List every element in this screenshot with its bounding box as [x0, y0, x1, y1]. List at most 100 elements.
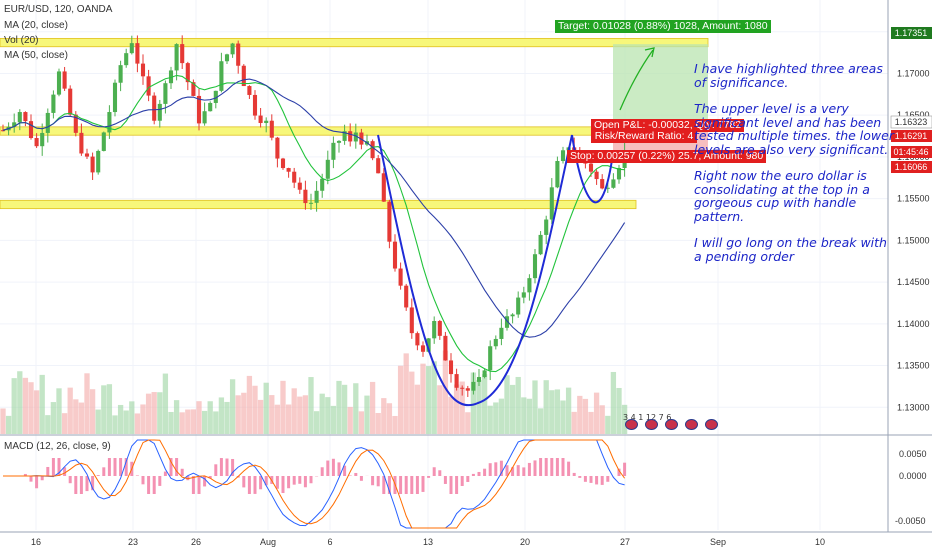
volume-bar — [549, 390, 554, 434]
macd-histogram-bar — [601, 476, 604, 485]
price-tag-label: 01:45:46 — [893, 147, 928, 157]
time-tick-label: Sep — [710, 537, 726, 547]
candle-body — [415, 333, 419, 345]
price-tick-label: 1.15500 — [897, 194, 930, 204]
volume-bar — [588, 412, 593, 434]
candle-body — [119, 65, 123, 83]
time-tick-label: 10 — [815, 537, 825, 547]
volume-bar — [208, 401, 213, 434]
macd-histogram-bar — [181, 469, 184, 476]
zone-rect — [0, 127, 628, 135]
price-tick-label: 1.13000 — [897, 402, 930, 412]
macd-histogram-bar — [354, 473, 357, 476]
volume-bar — [90, 389, 95, 434]
volume-bar — [140, 404, 145, 434]
price-tick-label: 1.14000 — [897, 319, 930, 329]
volume-bar — [6, 416, 11, 434]
macd-histogram-bar — [114, 458, 117, 476]
volume-bar — [168, 412, 173, 434]
candle-body — [309, 203, 313, 204]
candle-body — [404, 286, 408, 308]
us-flag-icon[interactable] — [645, 419, 658, 430]
candle-body — [511, 314, 515, 316]
macd-histogram-bar — [147, 476, 150, 494]
macd-histogram-bar — [198, 476, 201, 494]
macd-histogram-bar — [623, 463, 626, 476]
volume-bar — [185, 410, 190, 434]
volume-bar — [336, 381, 341, 434]
volume-bar — [555, 389, 560, 434]
candle-body — [63, 71, 67, 88]
macd-legend[interactable]: MACD (12, 26, close, 9) — [4, 441, 111, 452]
macd-histogram-bar — [584, 476, 587, 482]
volume-bar — [488, 406, 493, 434]
us-flag-icon[interactable] — [705, 419, 718, 430]
note-paragraph-3: Right now the euro dollar is consolidati… — [694, 169, 894, 223]
macd-histogram-bar — [203, 476, 206, 486]
ma50-legend[interactable]: MA (50, close) — [4, 50, 68, 61]
macd-tick-label: -0.0050 — [895, 516, 926, 526]
macd-histogram-bar — [97, 475, 100, 476]
candle-body — [275, 138, 279, 159]
candle-body — [147, 76, 151, 95]
macd-histogram-bar — [517, 465, 520, 476]
volume-bar — [376, 413, 381, 434]
macd-tick-label: 0.0000 — [899, 471, 927, 481]
candle-body — [527, 278, 531, 292]
macd-histogram-bar — [304, 476, 307, 487]
target-label[interactable]: Target: 0.01028 (0.88%) 1028, Amount: 10… — [555, 20, 771, 33]
candle-body — [438, 321, 442, 336]
volume-bar — [252, 386, 257, 434]
candle-body — [197, 96, 201, 123]
macd-histogram-bar — [254, 476, 257, 494]
macd-histogram-bar — [259, 476, 262, 489]
macd-histogram-bar — [158, 476, 161, 486]
volume-bar — [353, 383, 358, 434]
volume-bar — [426, 366, 431, 434]
us-flag-icon[interactable] — [685, 419, 698, 430]
candle-body — [315, 191, 319, 203]
candle-body — [555, 161, 559, 187]
time-tick-label: 27 — [620, 537, 630, 547]
candle-body — [46, 113, 50, 133]
candle-body — [29, 121, 33, 138]
candle-body — [175, 44, 179, 70]
volume-bar — [616, 388, 621, 434]
volume-bar — [191, 409, 196, 434]
macd-histogram-bar — [282, 476, 285, 493]
candle-body — [348, 131, 352, 141]
macd-histogram-bar — [438, 470, 441, 476]
volume-bar — [320, 394, 325, 434]
volume-bar — [448, 397, 453, 434]
volume-bar — [152, 392, 157, 434]
volume-bar — [521, 397, 526, 434]
us-flag-icon[interactable] — [625, 419, 638, 430]
volume-bar — [258, 400, 263, 434]
volume-legend[interactable]: Vol (20) — [4, 35, 38, 46]
candle-body — [253, 95, 257, 116]
candle-body — [337, 141, 341, 143]
economic-events-row[interactable]: 3 4 1 12 7 6 — [623, 413, 723, 429]
candle-body — [544, 220, 548, 235]
candle-body — [79, 133, 83, 154]
candle-body — [443, 336, 447, 361]
candle-body — [281, 159, 285, 168]
risk-reward-label[interactable]: Risk/Reward Ratio: 4 — [591, 130, 697, 143]
candle-body — [376, 158, 380, 173]
volume-bar — [45, 415, 50, 434]
macd-histogram-bar — [102, 467, 105, 476]
volume-bar — [56, 388, 61, 434]
us-flag-icon[interactable] — [665, 419, 678, 430]
candle-body — [135, 43, 139, 63]
ma20-legend[interactable]: MA (20, close) — [4, 20, 68, 31]
volume-bar — [297, 397, 302, 434]
volume-bar — [96, 410, 101, 434]
candle-body — [203, 111, 207, 123]
macd-histogram-bar — [242, 476, 245, 487]
volume-bar — [0, 408, 5, 434]
analysis-note: I have highlighted three areas of signif… — [694, 62, 894, 276]
candle-body — [163, 83, 167, 104]
volume-bar — [560, 400, 565, 434]
volume-bar — [286, 405, 291, 434]
candle-body — [477, 377, 481, 382]
